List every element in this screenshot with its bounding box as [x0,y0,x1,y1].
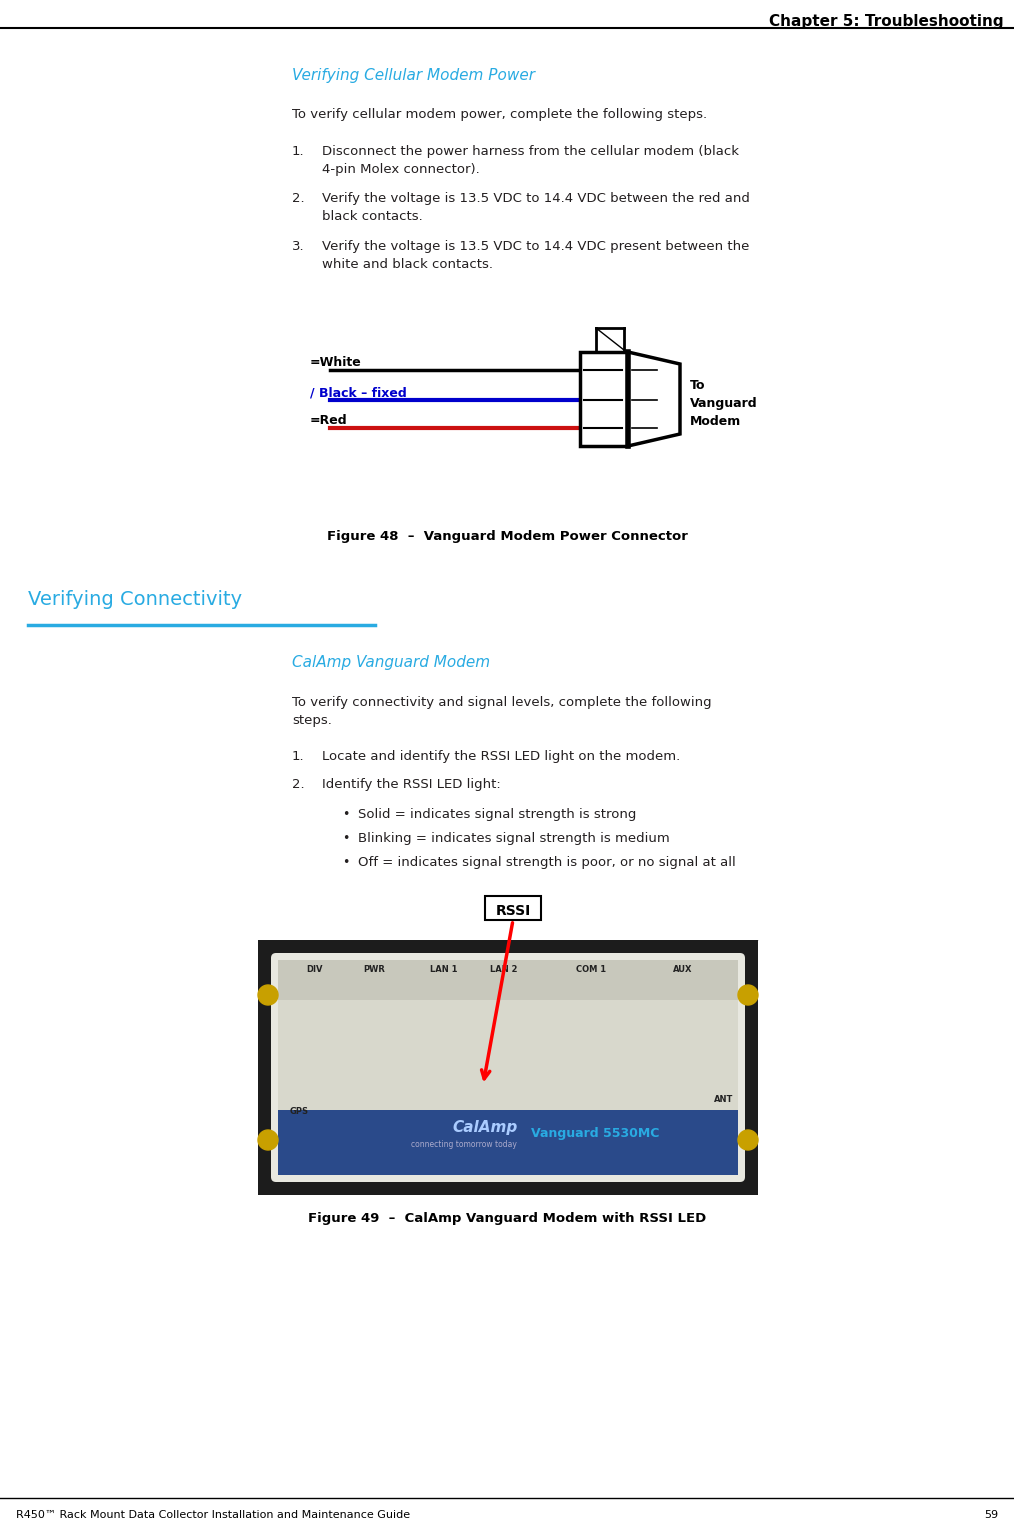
Text: 1.: 1. [292,145,304,158]
Text: COM 1: COM 1 [576,965,605,974]
Text: 59: 59 [984,1510,998,1520]
Text: Chapter 5: Troubleshooting: Chapter 5: Troubleshooting [770,14,1004,29]
Text: AUX: AUX [673,965,693,974]
Text: Disconnect the power harness from the cellular modem (black: Disconnect the power harness from the ce… [322,145,739,158]
Text: =Red: =Red [310,413,348,427]
Text: Solid = indicates signal strength is strong: Solid = indicates signal strength is str… [358,808,637,821]
Text: Verifying Connectivity: Verifying Connectivity [28,589,242,609]
Text: Blinking = indicates signal strength is medium: Blinking = indicates signal strength is … [358,831,670,845]
Circle shape [738,1130,758,1150]
Text: LAN 2: LAN 2 [490,965,517,974]
Text: ANT: ANT [714,1095,734,1104]
Text: steps.: steps. [292,713,332,727]
Text: white and black contacts.: white and black contacts. [322,259,493,271]
Bar [258,940,758,1196]
Text: black contacts.: black contacts. [322,210,423,224]
Circle shape [738,984,758,1004]
Circle shape [258,1130,278,1150]
Text: 2.: 2. [292,778,304,792]
Circle shape [258,984,278,1004]
Text: / Black – fixed: / Black – fixed [310,386,407,400]
Text: Verifying Cellular Modem Power: Verifying Cellular Modem Power [292,67,535,83]
Text: 1.: 1. [292,750,304,762]
Bar [278,1110,738,1174]
Text: Verify the voltage is 13.5 VDC to 14.4 VDC present between the: Verify the voltage is 13.5 VDC to 14.4 V… [322,240,749,253]
Text: 3.: 3. [292,240,304,253]
Text: connecting tomorrow today: connecting tomorrow today [412,1141,517,1148]
Text: Off = indicates signal strength is poor, or no signal at all: Off = indicates signal strength is poor,… [358,856,736,870]
Text: Verify the voltage is 13.5 VDC to 14.4 VDC between the red and: Verify the voltage is 13.5 VDC to 14.4 V… [322,191,750,205]
Bar [278,960,738,1000]
Text: CalAmp: CalAmp [453,1121,518,1134]
FancyBboxPatch shape [271,952,745,1182]
Text: Vanguard 5530MC: Vanguard 5530MC [531,1127,659,1141]
Text: To verify cellular modem power, complete the following steps.: To verify cellular modem power, complete… [292,109,707,121]
Text: 4-pin Molex connector).: 4-pin Molex connector). [322,162,480,176]
Text: To
Vanguard
Modem: To Vanguard Modem [690,380,757,429]
FancyBboxPatch shape [485,896,541,920]
Text: Figure 48  –  Vanguard Modem Power Connector: Figure 48 – Vanguard Modem Power Connect… [327,530,687,544]
Bar [580,352,628,446]
Text: •: • [342,831,350,845]
Bar [278,960,738,1174]
Text: =White: =White [310,357,362,369]
Text: •: • [342,808,350,821]
Text: DIV: DIV [306,965,323,974]
Text: Figure 49  –  CalAmp Vanguard Modem with RSSI LED: Figure 49 – CalAmp Vanguard Modem with R… [308,1213,706,1225]
Text: RSSI: RSSI [496,903,530,919]
Text: GPS: GPS [290,1107,309,1116]
Text: 2.: 2. [292,191,304,205]
Text: Locate and identify the RSSI LED light on the modem.: Locate and identify the RSSI LED light o… [322,750,680,762]
Text: R450™ Rack Mount Data Collector Installation and Maintenance Guide: R450™ Rack Mount Data Collector Installa… [16,1510,410,1520]
Text: To verify connectivity and signal levels, complete the following: To verify connectivity and signal levels… [292,697,712,709]
Text: LAN 1: LAN 1 [430,965,457,974]
Polygon shape [628,352,680,446]
Text: PWR: PWR [364,965,385,974]
Text: CalAmp Vanguard Modem: CalAmp Vanguard Modem [292,655,490,671]
Text: •: • [342,856,350,870]
Text: Identify the RSSI LED light:: Identify the RSSI LED light: [322,778,501,792]
